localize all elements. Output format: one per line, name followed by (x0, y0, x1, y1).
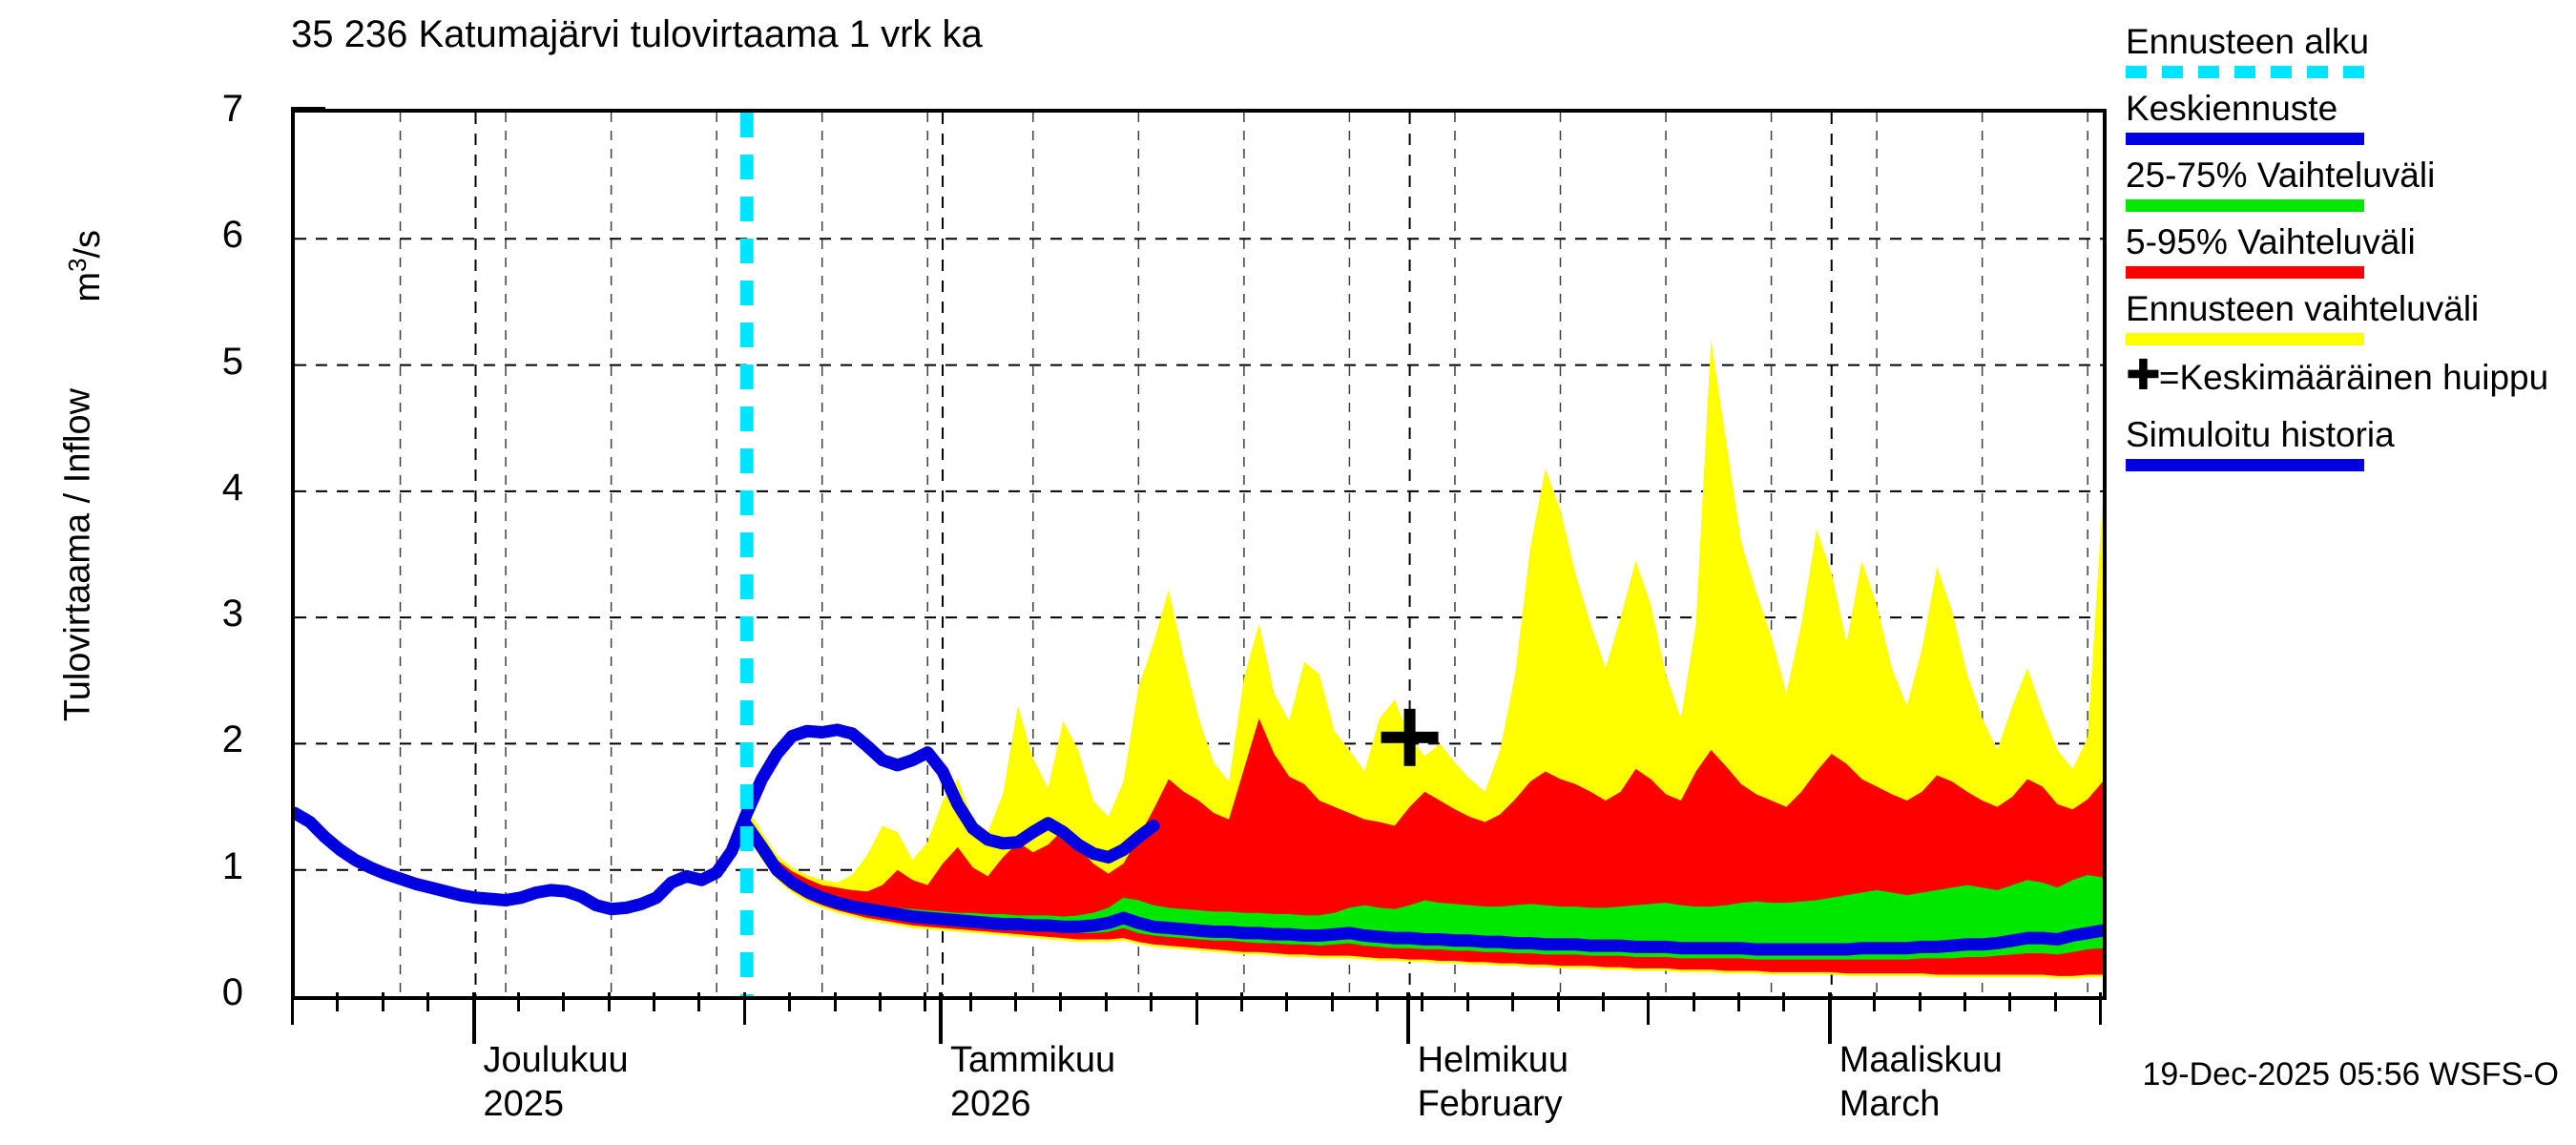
chart-canvas (295, 113, 2103, 996)
x-tick-mark (1556, 992, 1560, 1011)
x-tick-mark (607, 992, 611, 1011)
x-month-boundary (1405, 992, 1410, 1044)
x-axis-month-label: Joulukuu 2025 (484, 1038, 629, 1126)
month-label-fi: Maaliskuu (1839, 1040, 2003, 1080)
x-tick-mark (833, 992, 837, 1011)
x-tick-mark (1014, 992, 1017, 1011)
page-title: 35 236 Katumajärvi tulovirtaama 1 vrk ka (291, 13, 983, 55)
x-tick-mark (1692, 992, 1695, 1011)
x-tick-mark (381, 992, 384, 1011)
x-tick-mark (788, 992, 792, 1011)
x-tick-mark (426, 992, 430, 1011)
legend-item-median-forecast: Keskiennuste (2126, 88, 2574, 145)
x-tick-mark (1873, 992, 1877, 1011)
simulated-history-line (295, 723, 1160, 916)
x-tick-mark (1782, 992, 1786, 1011)
x-tick-mark (742, 992, 746, 1025)
y-tick-label: 5 (221, 340, 243, 383)
y-unit-base: m (67, 272, 108, 302)
legend-swatch-band-full (2126, 333, 2364, 345)
x-tick-mark (1195, 992, 1198, 1025)
x-tick-mark (1465, 992, 1469, 1011)
gridlines (295, 113, 2103, 996)
legend-label: Ennusteen vaihteluväli (2126, 289, 2480, 328)
legend-label: Simuloitu historia (2126, 415, 2395, 454)
legend-swatch-forecast-start (2126, 66, 2364, 78)
y-tick-label: 2 (221, 718, 243, 761)
legend-label: Ennusteen alku (2126, 22, 2370, 61)
x-axis-month-label: Helmikuu February (1418, 1038, 1568, 1126)
month-label-en: February (1417, 1084, 1563, 1124)
month-label-year: 2025 (483, 1084, 565, 1124)
y-tick-label: 0 (221, 971, 243, 1013)
legend-item-band-25-75: 25-75% Vaihteluväli (2126, 155, 2574, 212)
plot-area (291, 109, 2107, 1000)
x-tick-mark (516, 992, 520, 1011)
y-unit-exponent: 3 (63, 258, 93, 273)
legend-label: 5-95% Vaihteluväli (2126, 222, 2416, 261)
month-label-fi: Joulukuu (483, 1040, 629, 1080)
x-tick-mark (1737, 992, 1740, 1011)
legend: Ennusteen alku Keskiennuste 25-75% Vaihtel… (2126, 21, 2574, 481)
x-tick-mark (1376, 992, 1379, 1011)
legend-swatch-band-25-75 (2126, 199, 2364, 212)
x-month-boundary (471, 992, 476, 1044)
y-axis-unit: m3/s (63, 142, 109, 390)
legend-item-simulated-history: Simuloitu historia (2126, 414, 2574, 471)
x-tick-mark (1239, 992, 1243, 1011)
x-month-boundary (939, 992, 944, 1044)
x-tick-mark (1059, 992, 1063, 1011)
y-tick-label: 7 (221, 88, 243, 130)
legend-item-average-peak: ✚=Keskimääräinen huippu (2126, 355, 2574, 399)
x-axis-month-label: Maaliskuu March (1839, 1038, 2003, 1126)
y-tick-label: 6 (221, 214, 243, 257)
month-label-fi: Helmikuu (1417, 1040, 1568, 1080)
x-tick-mark (1330, 992, 1334, 1011)
x-tick-mark (2053, 992, 2057, 1011)
legend-item-band-full: Ennusteen vaihteluväli (2126, 288, 2574, 345)
y-unit-tail: /s (67, 229, 108, 259)
x-tick-mark (291, 992, 294, 1025)
x-tick-mark (1918, 992, 1922, 1011)
y-tick-label: 1 (221, 844, 243, 887)
month-label-fi: Tammikuu (950, 1040, 1116, 1080)
x-tick-mark (968, 992, 972, 1011)
x-tick-mark (1511, 992, 1515, 1011)
y-tick-label: 4 (221, 466, 243, 509)
x-tick-mark (878, 992, 882, 1011)
month-label-year: 2026 (950, 1084, 1031, 1124)
legend-swatch-simulated-history (2126, 459, 2364, 471)
legend-item-band-5-95: 5-95% Vaihteluväli (2126, 221, 2574, 279)
x-tick-mark (1963, 992, 1966, 1011)
x-tick-mark (2099, 992, 2102, 1025)
x-tick-mark (924, 992, 927, 1011)
legend-label: =Keskimääräinen huippu (2158, 358, 2549, 397)
legend-swatch-band-5-95 (2126, 266, 2364, 279)
legend-label: 25-75% Vaihteluväli (2126, 156, 2436, 195)
x-month-boundary (1827, 992, 1832, 1044)
legend-item-forecast-start: Ennusteen alku (2126, 21, 2574, 78)
plus-icon: ✚ (2126, 352, 2161, 399)
legend-swatch-median-forecast (2126, 133, 2364, 145)
x-tick-mark (2008, 992, 2012, 1011)
y-tick-label: 3 (221, 593, 243, 635)
average-peak-marker (1381, 708, 1439, 766)
x-tick-mark (1104, 992, 1108, 1011)
x-tick-mark (653, 992, 655, 1011)
legend-label: Keskiennuste (2126, 89, 2338, 128)
footer-timestamp: 19-Dec-2025 05:56 WSFS-O (2142, 1056, 2559, 1093)
x-tick-mark (697, 992, 701, 1011)
x-tick-mark (1647, 992, 1651, 1025)
x-tick-mark (1421, 992, 1424, 1011)
x-tick-mark (1150, 992, 1153, 1011)
x-tick-mark (1285, 992, 1289, 1011)
x-tick-mark (1601, 992, 1605, 1011)
median-forecast-line (740, 819, 2103, 956)
x-axis-month-label: Tammikuu 2026 (950, 1038, 1115, 1126)
x-tick-mark (562, 992, 566, 1011)
month-label-en: March (1839, 1084, 1941, 1124)
x-tick-mark (336, 992, 340, 1011)
